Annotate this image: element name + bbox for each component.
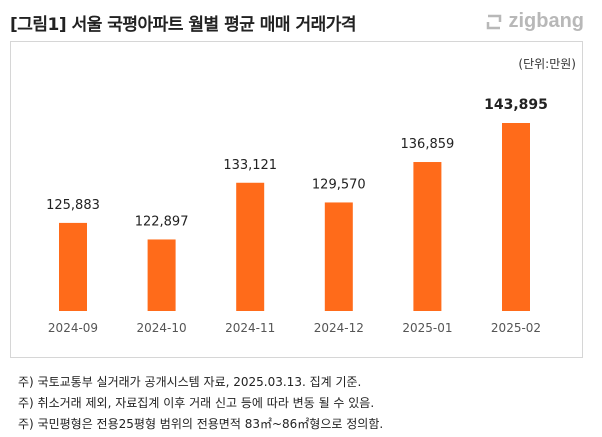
bar (236, 182, 265, 311)
footnotes: 주) 국토교통부 실거래가 공개시스템 자료, 2025.03.13. 집계 기… (18, 372, 383, 435)
footnote: 주) 취소거래 제외, 자료집계 이후 거래 신고 등에 따라 변동 될 수 있… (18, 396, 375, 410)
x-tick-label: 2024-11 (225, 321, 275, 335)
footnote: 주) 국민평형은 전용25평형 범위의 전용면적 83㎡~86㎡형으로 정의함. (18, 417, 384, 431)
x-tick-label: 2024-09 (48, 321, 98, 335)
logo-text: zigbang (508, 10, 584, 32)
data-label: 125,883 (46, 198, 100, 213)
logo-icon (487, 14, 502, 29)
x-tick-label: 2025-01 (402, 321, 452, 335)
chart-frame (10, 41, 583, 358)
bar (147, 239, 176, 311)
x-tick-label: 2024-10 (137, 321, 187, 335)
data-label: 122,897 (135, 214, 189, 229)
data-label: 143,895 (484, 97, 548, 113)
x-tick-label: 2025-02 (491, 321, 541, 335)
data-label: 129,570 (312, 177, 366, 192)
data-label: 136,859 (401, 137, 455, 152)
data-label: 133,121 (223, 158, 277, 173)
unit-label: (단위:만원) (518, 57, 576, 71)
zigbang-logo: zigbang (484, 10, 584, 33)
bar (324, 202, 353, 311)
bar (413, 162, 442, 311)
bar (59, 222, 87, 311)
chart-title: [그림1] 서울 국평아파트 월별 평균 매매 거래가격 (10, 15, 357, 35)
bar (502, 123, 530, 311)
footnote: 주) 국토교통부 실거래가 공개시스템 자료, 2025.03.13. 집계 기… (18, 375, 362, 389)
x-tick-label: 2024-12 (314, 321, 364, 335)
